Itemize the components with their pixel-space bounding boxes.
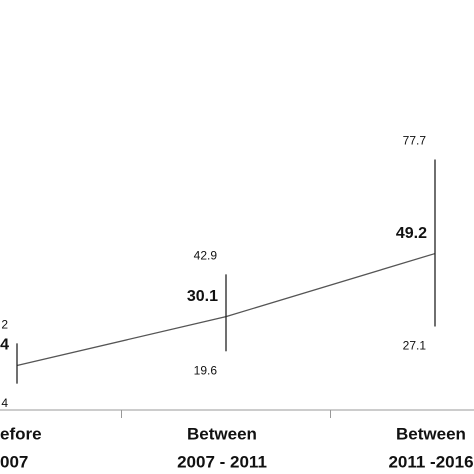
value-label: 4: [0, 337, 9, 354]
x-tick-label: Between: [396, 424, 466, 443]
upper-label: 77.7: [403, 134, 427, 148]
x-tick-label: 007: [0, 452, 28, 471]
upper-label: 42.9: [194, 249, 218, 263]
x-tick-label: 2007 - 2011: [177, 452, 267, 471]
x-tick-label: efore: [0, 424, 42, 443]
value-label: 49.2: [396, 225, 427, 242]
lower-label: 27.1: [403, 339, 427, 353]
upper-label: 2: [1, 318, 8, 332]
value-label: 30.1: [187, 288, 218, 305]
lower-label: 4: [1, 396, 8, 410]
lower-label: 19.6: [194, 363, 218, 377]
x-tick-label: 2011 -2016: [388, 452, 473, 471]
x-tick-label: Between: [187, 424, 257, 443]
